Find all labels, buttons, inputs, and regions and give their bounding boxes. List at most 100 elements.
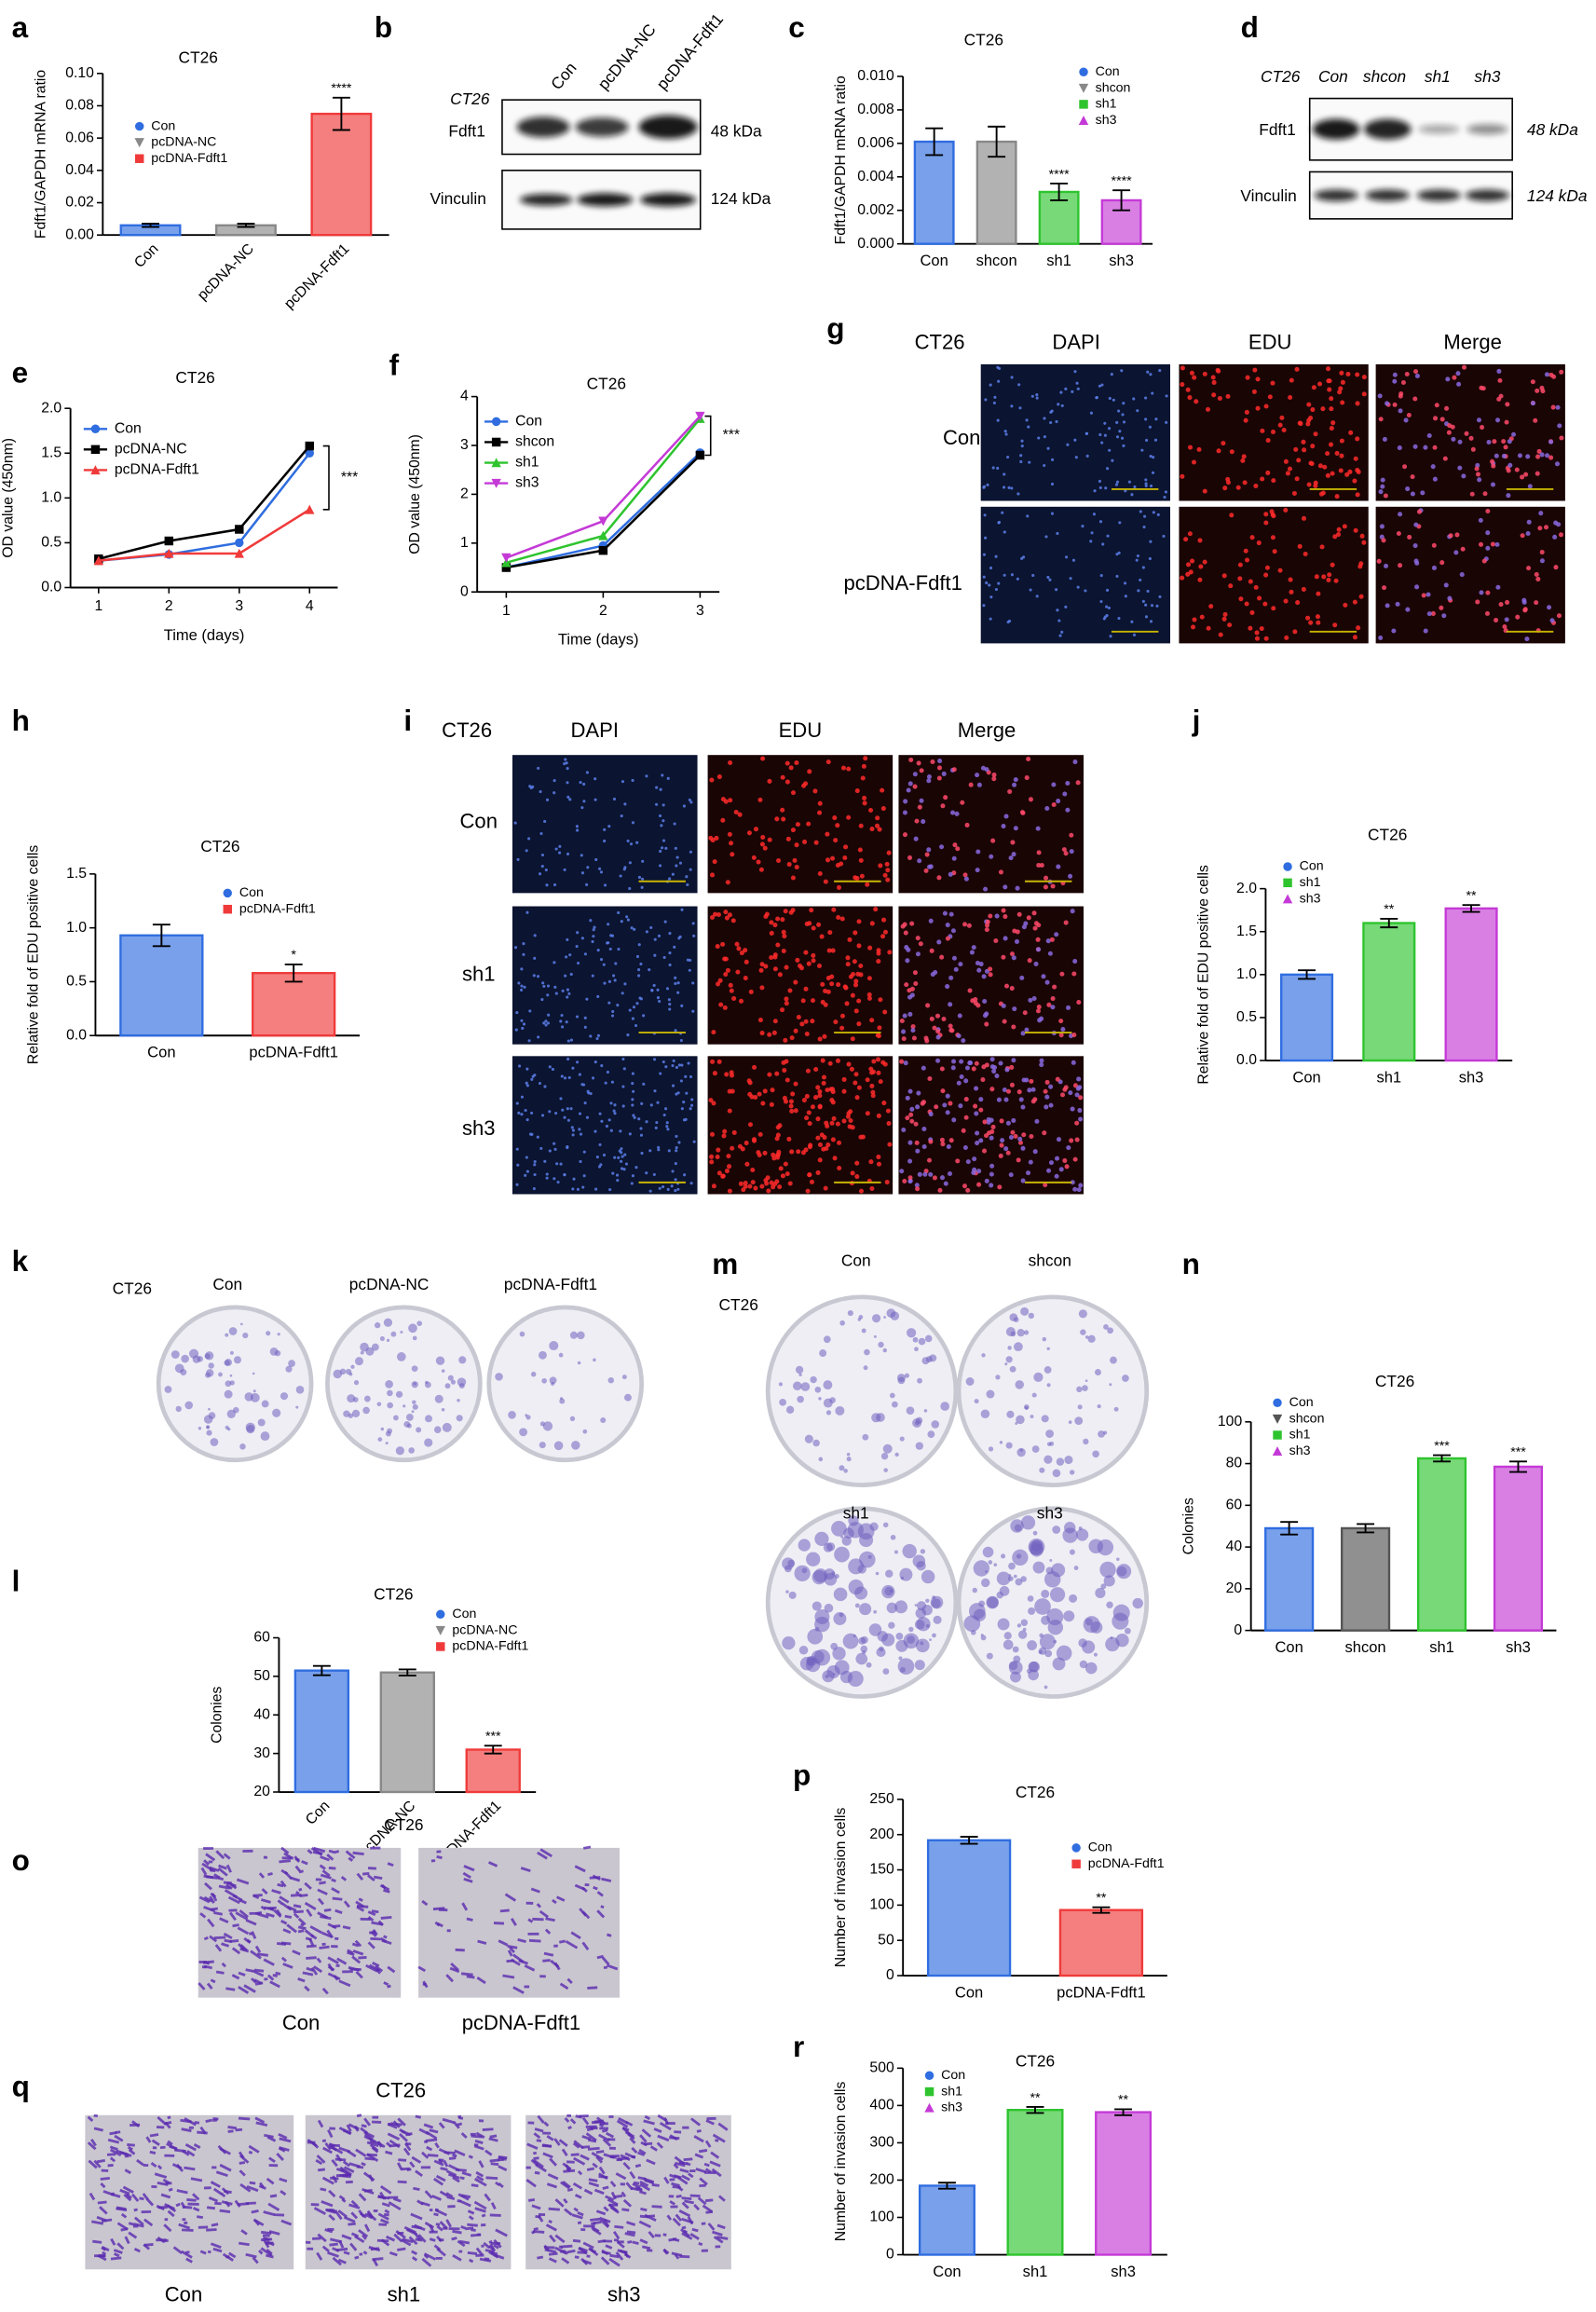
colony	[986, 1652, 993, 1660]
cell	[1485, 508, 1491, 514]
cell	[392, 2120, 401, 2128]
image-label: CT26	[384, 1815, 423, 1834]
cell	[436, 1855, 443, 1860]
cell	[1289, 377, 1294, 383]
cell	[99, 2206, 108, 2215]
cell	[581, 1910, 591, 1920]
cell	[1288, 395, 1293, 401]
cell	[997, 379, 1001, 383]
y-tick-label: 0.002	[857, 202, 893, 218]
colony	[390, 1331, 397, 1337]
cell	[101, 2246, 110, 2252]
cell	[489, 2158, 500, 2163]
cell	[571, 2213, 583, 2220]
cell	[830, 948, 836, 953]
cell	[598, 2123, 605, 2127]
cell	[1294, 366, 1300, 372]
cell	[724, 915, 730, 921]
cell	[811, 925, 816, 931]
cell	[1336, 527, 1342, 532]
cell	[1264, 565, 1270, 570]
cell	[870, 1089, 876, 1095]
colony	[353, 1379, 360, 1386]
legend-label: Con	[239, 885, 264, 900]
cell	[1123, 581, 1127, 585]
dish	[325, 1305, 483, 1463]
cell	[691, 1009, 695, 1013]
cell	[800, 998, 806, 1004]
colony	[885, 1569, 893, 1578]
cell	[331, 1878, 336, 1883]
cell	[320, 2187, 327, 2192]
colony	[1074, 1416, 1084, 1426]
cell	[651, 2205, 662, 2209]
cell	[565, 1020, 568, 1024]
cell	[532, 974, 536, 978]
cell	[825, 1123, 830, 1129]
cell	[982, 553, 987, 556]
cell	[468, 2155, 473, 2159]
cell	[280, 1956, 287, 1963]
colony	[1028, 1607, 1036, 1615]
colony	[571, 1441, 580, 1450]
cell	[813, 1095, 819, 1101]
cell	[683, 2229, 688, 2234]
cell	[936, 775, 942, 781]
colony	[346, 1368, 352, 1375]
x-tick-label: sh3	[1109, 252, 1134, 269]
colony	[1077, 1404, 1083, 1410]
cell	[716, 1147, 721, 1153]
cell	[1048, 578, 1052, 581]
cell	[1143, 514, 1147, 518]
cell	[983, 1133, 989, 1139]
colony	[1084, 1379, 1088, 1383]
cell	[610, 1080, 614, 1084]
colony	[225, 1380, 232, 1388]
y-tick-label: 0.5	[41, 535, 61, 551]
cell	[984, 767, 989, 773]
cell	[473, 2177, 487, 2187]
image-label: Con	[1318, 67, 1348, 86]
cell	[1376, 558, 1382, 564]
cell	[1289, 589, 1294, 595]
cell	[975, 849, 981, 855]
cell	[688, 968, 691, 972]
y-tick-label: 1.0	[1236, 966, 1257, 982]
cell	[1301, 586, 1306, 592]
colony	[387, 1428, 393, 1434]
cell	[418, 2127, 430, 2136]
cell	[1355, 372, 1360, 377]
cell	[772, 954, 778, 960]
cell	[907, 1088, 913, 1094]
cell	[1325, 472, 1330, 478]
cell	[1144, 615, 1149, 619]
chart-title: CT26	[964, 31, 1003, 49]
cell	[423, 2123, 434, 2129]
cell	[666, 1187, 670, 1191]
cell	[542, 1959, 551, 1963]
cell	[817, 1036, 823, 1042]
cell	[1495, 417, 1501, 423]
cell	[1263, 572, 1269, 578]
cell	[1294, 476, 1300, 482]
point	[305, 448, 314, 458]
cell	[347, 1949, 354, 1955]
cell	[1270, 380, 1275, 386]
cell	[676, 1091, 680, 1095]
cell	[1391, 628, 1397, 634]
cell	[602, 2138, 612, 2147]
cell	[913, 980, 919, 987]
cell	[653, 937, 657, 941]
cell	[1146, 589, 1150, 593]
colony	[530, 1371, 537, 1377]
colony	[846, 1457, 852, 1462]
x-tick-label: sh1	[1046, 252, 1071, 269]
cell	[859, 873, 865, 879]
cell	[704, 2140, 712, 2148]
cell	[621, 992, 624, 995]
colony	[879, 1646, 884, 1652]
cell	[263, 1958, 275, 1966]
cell	[609, 1101, 613, 1105]
cell	[203, 1895, 212, 1903]
cell	[536, 1903, 542, 1908]
